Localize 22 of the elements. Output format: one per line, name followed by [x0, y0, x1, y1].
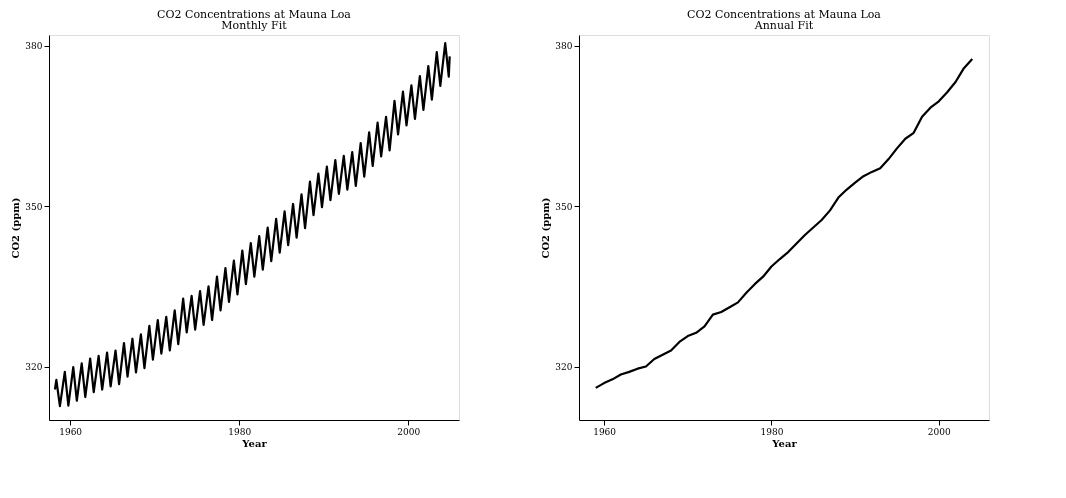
x-axis-title: Year	[241, 437, 268, 449]
y-axis-title: CO2 (ppm)	[10, 197, 22, 259]
x-tick-label: 1980	[228, 426, 252, 437]
chart-title: CO2 Concentrations at Mauna Loa	[687, 8, 882, 21]
chart-subtitle: Monthly Fit	[221, 19, 288, 32]
y-tick-label: 350	[25, 201, 43, 212]
y-tick-label: 320	[555, 362, 573, 373]
y-tick-label: 380	[25, 41, 43, 52]
x-tick-label: 2000	[397, 426, 421, 437]
x-tick-label: 1960	[593, 426, 617, 437]
y-axis-title: CO2 (ppm)	[540, 197, 552, 259]
x-axis-title: Year	[771, 437, 798, 449]
line-series	[594, 57, 974, 390]
y-tick-label: 350	[555, 201, 573, 212]
chart-title: CO2 Concentrations at Mauna Loa	[157, 8, 352, 21]
chart-subtitle: Annual Fit	[753, 19, 814, 32]
x-tick-label: 1980	[760, 426, 784, 437]
x-tick-label: 2000	[927, 426, 952, 437]
y-tick-label: 380	[555, 41, 573, 52]
line-series	[53, 41, 451, 408]
x-tick-label: 1960	[59, 426, 83, 437]
y-tick-label: 320	[25, 362, 43, 373]
